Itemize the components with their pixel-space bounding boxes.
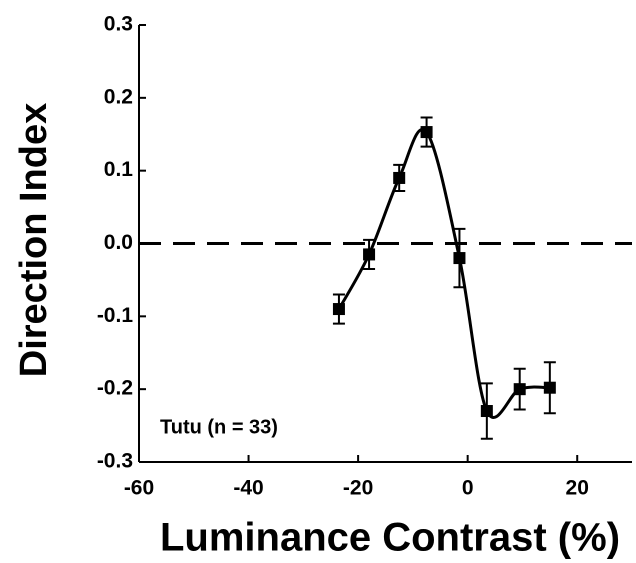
- x-tick-label: 0: [462, 477, 474, 500]
- data-point: [453, 252, 466, 265]
- y-tick-label: 0.1: [104, 158, 134, 181]
- data-point: [332, 303, 345, 316]
- x-axis-title: Luminance Contrast (%): [160, 516, 620, 560]
- x-tick-label: -60: [124, 477, 154, 500]
- y-tick-label: -0.2: [97, 377, 133, 400]
- data-point: [363, 248, 376, 261]
- y-tick-label: -0.1: [97, 304, 134, 327]
- data-point: [543, 381, 556, 394]
- data-point: [393, 171, 406, 184]
- y-tick-label: 0.2: [104, 85, 133, 108]
- y-axis-title: Direction Index: [13, 103, 55, 378]
- data-point: [420, 126, 433, 139]
- y-tick-label: -0.3: [97, 450, 133, 473]
- data-line: [337, 127, 550, 420]
- data-point: [513, 383, 526, 396]
- data-point: [480, 405, 493, 418]
- y-tick-label: 0.3: [104, 13, 133, 36]
- x-tick-label: -40: [233, 477, 263, 500]
- y-tick-label: 0.0: [104, 231, 133, 254]
- annotation: Tutu (n = 33): [160, 416, 278, 438]
- x-tick-label: -20: [343, 477, 373, 500]
- x-tick-label: 20: [566, 477, 589, 500]
